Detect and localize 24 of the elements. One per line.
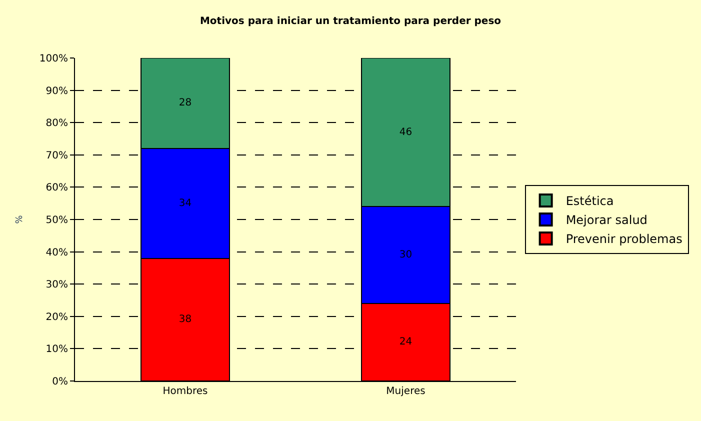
y-tick-label: 40% [46, 247, 68, 258]
legend-label: Prevenir problemas [566, 232, 682, 246]
y-tick-label: 80% [46, 118, 68, 130]
x-tick-label: Hombres [162, 386, 208, 397]
y-tick-label: 90% [46, 86, 68, 97]
y-tick-label: 0% [52, 376, 68, 388]
y-tick-label: 10% [46, 344, 68, 356]
data-label: 30 [399, 250, 412, 261]
data-label: 46 [399, 126, 412, 138]
data-label: 28 [178, 98, 192, 109]
y-tick-label: 100% [39, 54, 68, 64]
data-label: 24 [399, 336, 412, 348]
data-label: 34 [178, 198, 192, 209]
y-tick-label: 20% [46, 312, 68, 323]
legend-label: Estética [566, 194, 614, 208]
x-tick-label: Mujeres [386, 386, 426, 397]
chart-title: Motivos para iniciar un tratamiento para perder peso [200, 16, 502, 27]
y-tick-label: 50% [46, 215, 68, 226]
y-axis-title: % [14, 214, 25, 224]
legend-label: Mejorar salud [566, 213, 648, 228]
data-label: 38 [178, 314, 192, 326]
y-tick-label: 60% [46, 182, 68, 194]
y-tick-label: 70% [46, 150, 68, 162]
y-tick-label: 30% [46, 280, 68, 291]
